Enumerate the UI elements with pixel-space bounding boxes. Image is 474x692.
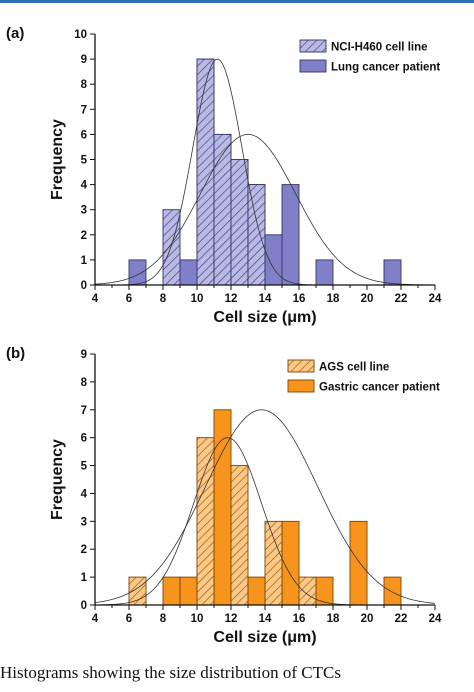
y-tick-label: 9 [81,349,87,361]
histogram-bar [128,576,147,606]
legend-label: Gastric cancer patient [319,382,440,394]
x-tick-label: 12 [225,613,238,625]
figure-caption: Histograms showing the size distribution… [0,663,341,682]
legend-swatch [299,59,327,73]
legend-swatch [287,359,315,373]
x-tick-label: 4 [92,613,99,625]
histogram-bar [213,409,232,606]
legend-swatch [299,39,327,53]
histogram-bar [383,259,402,286]
y-tick-label: 1 [81,255,88,267]
x-axis-title: Cell size (μm) [213,629,316,646]
y-tick-label: 6 [81,433,87,445]
histogram-bar [162,576,181,606]
y-tick-label: 9 [81,54,87,66]
histogram-bar [264,234,283,286]
histogram-bar [230,159,249,286]
x-tick-label: 12 [225,293,238,305]
x-tick-label: 8 [160,293,167,305]
histogram-bar [247,184,266,286]
histogram-bar [315,259,334,286]
y-tick-label: 7 [81,405,87,417]
legend-label: NCI-H460 cell line [331,42,428,54]
histogram-bar [196,437,215,606]
y-tick-label: 2 [81,230,87,242]
x-tick-label: 10 [191,613,204,625]
y-tick-label: 6 [81,129,87,141]
y-tick-label: 5 [81,155,88,167]
x-tick-label: 22 [395,613,408,625]
histogram-bar [298,576,317,606]
histogram-bar [162,209,181,286]
x-tick-label: 20 [361,293,374,305]
fit-curve [94,409,436,604]
x-tick-label: 18 [327,613,340,625]
x-tick-label: 14 [259,293,272,305]
x-tick-label: 18 [327,293,340,305]
panel-label: (a) [6,25,24,42]
histogram-bar [281,184,300,286]
x-tick-label: 20 [361,613,374,625]
x-tick-label: 8 [160,613,167,625]
y-tick-label: 0 [81,280,87,292]
y-tick-label: 8 [81,79,88,91]
y-axis-title: Frequency [49,439,66,520]
histogram-bar [230,465,249,606]
x-tick-label: 16 [293,613,306,625]
x-tick-label: 24 [429,613,442,625]
y-tick-label: 10 [74,29,87,41]
x-tick-label: 6 [126,293,132,305]
x-tick-label: 24 [429,293,442,305]
y-tick-label: 3 [81,516,87,528]
y-tick-label: 0 [81,600,87,612]
y-tick-label: 2 [81,544,87,556]
y-axis-title: Frequency [49,119,66,200]
histogram-bar [179,259,198,286]
histogram-bar [349,520,368,606]
top-rule [0,0,474,3]
y-tick-label: 3 [81,205,87,217]
histogram-bar [315,576,334,606]
y-tick-label: 1 [81,572,88,584]
legend-swatch [287,379,315,393]
y-tick-label: 4 [81,488,88,500]
histogram-bar [128,259,147,286]
legend-label: Lung cancer patient [331,62,440,74]
histogram-bar [213,133,232,286]
x-tick-label: 14 [259,613,272,625]
y-tick-label: 4 [81,180,88,192]
x-tick-label: 16 [293,293,306,305]
histogram-bar [247,576,266,606]
x-axis-title: Cell size (μm) [213,309,316,326]
legend-label: AGS cell line [319,362,389,374]
histogram-bar [383,576,402,606]
y-tick-label: 7 [81,104,87,116]
fit-curve [94,133,436,286]
histogram-bar [264,520,283,606]
panel-label: (b) [6,345,25,362]
x-tick-label: 6 [126,613,132,625]
histogram-bar [179,576,198,606]
y-tick-label: 5 [81,461,88,473]
y-tick-label: 8 [81,377,88,389]
x-tick-label: 4 [92,293,99,305]
x-tick-label: 10 [191,293,204,305]
x-tick-label: 22 [395,293,408,305]
